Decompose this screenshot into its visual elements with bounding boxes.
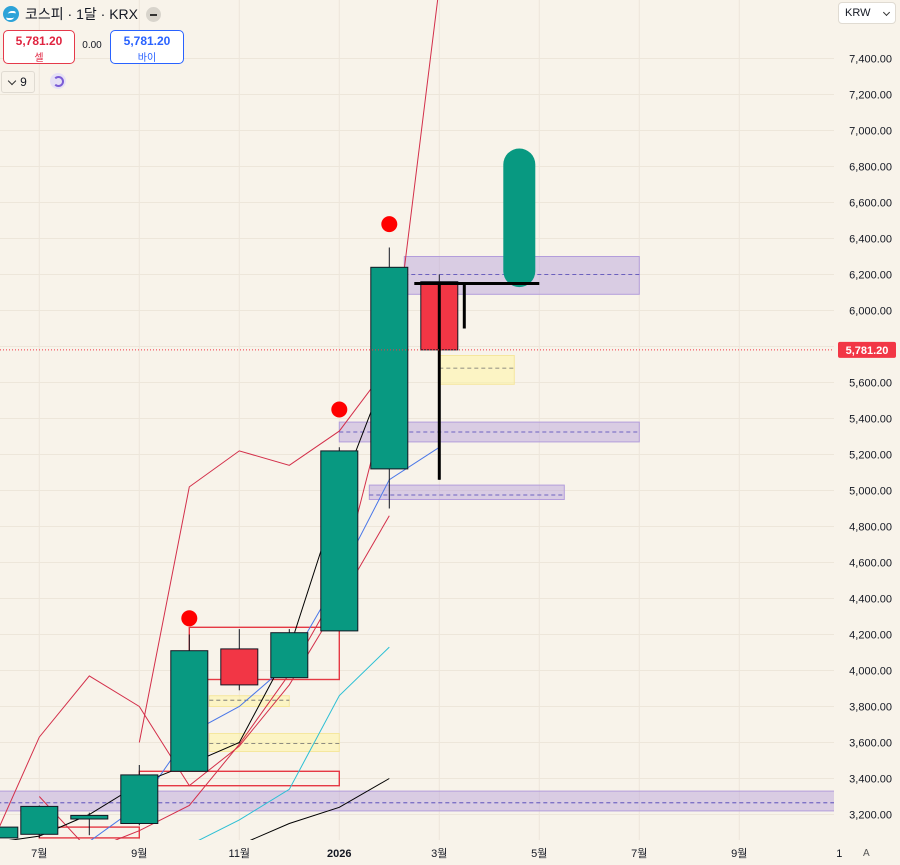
zone-box <box>208 695 290 708</box>
y-tick-label: 5,400.00 <box>849 414 892 426</box>
kospi-logo-icon <box>3 6 19 22</box>
signal-dot <box>181 610 198 627</box>
candle <box>120 765 159 826</box>
indicator-count: 9 <box>20 75 27 89</box>
candle-body <box>370 266 409 470</box>
y-tick-label: 5,200.00 <box>849 450 892 462</box>
y-tick-label: 6,000.00 <box>849 306 892 318</box>
y-tick-label: 6,800.00 <box>849 162 892 174</box>
y-tick-label: 4,400.00 <box>849 594 892 606</box>
x-tick-label: 2026 <box>327 848 351 860</box>
x-tick-label: 1 <box>836 848 842 860</box>
zone-box <box>208 733 340 752</box>
spread-value: 0.00 <box>82 40 102 51</box>
order-block-box <box>188 626 341 681</box>
current-price-label: 5,781.20 <box>846 345 889 357</box>
x-tick-label: 9월 <box>731 847 747 860</box>
y-tick-label: 4,200.00 <box>849 630 892 642</box>
candle <box>0 826 19 839</box>
y-tick-label: 3,800.00 <box>849 702 892 714</box>
projection-pill <box>503 148 536 288</box>
candle-body <box>0 826 19 839</box>
sell-button[interactable]: 5,781.20 셀 <box>3 30 75 64</box>
candle-body <box>120 774 159 825</box>
signal-dot <box>381 216 398 233</box>
y-tick-label: 6,400.00 <box>849 234 892 246</box>
zone-box <box>368 484 565 501</box>
y-axis: 3,200.00 3,400.00 3,600.00 3,800.00 4,000.00… <box>834 0 900 865</box>
x-tick-label: 7월 <box>31 847 47 860</box>
y-tick-label: 3,200.00 <box>849 810 892 822</box>
y-tick-label: 7,400.00 <box>849 54 892 66</box>
y-tick-label: 3,600.00 <box>849 738 892 750</box>
indicator-line <box>90 446 440 840</box>
currency-select[interactable]: KRW <box>838 2 896 24</box>
grid <box>0 0 840 840</box>
y-tick-label: 7,200.00 <box>849 90 892 102</box>
y-tick-label: 6,600.00 <box>849 198 892 210</box>
candle <box>320 447 359 632</box>
y-tick-label: 6,200.00 <box>849 270 892 282</box>
candle-body <box>270 632 309 679</box>
y-tick-label: 4,000.00 <box>849 666 892 678</box>
y-tick-label: 5,000.00 <box>849 486 892 498</box>
candle <box>220 629 259 691</box>
indicator-line <box>249 778 390 840</box>
buy-price: 5,781.20 <box>123 34 171 48</box>
chevron-down-icon <box>882 8 891 16</box>
buy-label: 바이 <box>137 53 157 64</box>
candle-body <box>20 805 59 835</box>
y-tick-label: 4,800.00 <box>849 522 892 534</box>
symbol-title: 코스피 · 1달 · KRX <box>25 6 138 22</box>
candle <box>170 634 209 772</box>
y-tick-label: 3,400.00 <box>849 774 892 786</box>
y-tick-label: 7,000.00 <box>849 126 892 138</box>
candle <box>20 805 59 838</box>
candle-body <box>320 450 359 632</box>
sell-price: 5,781.20 <box>15 34 63 48</box>
sell-label: 셀 <box>34 53 44 64</box>
indicators-toggle-button[interactable]: 9 <box>1 71 35 93</box>
y-tick-label: 4,600.00 <box>849 558 892 570</box>
indicator-line <box>198 646 390 840</box>
currency-label: KRW <box>845 7 871 19</box>
reload-icon[interactable] <box>50 73 66 89</box>
current-price-badge <box>838 341 896 358</box>
candle <box>70 812 109 836</box>
collapse-icon[interactable] <box>145 6 161 22</box>
x-tick-label: 3월 <box>431 847 447 860</box>
zone-box <box>438 355 515 385</box>
x-tick-label: 11월 <box>229 847 251 860</box>
auto-scale-button[interactable]: A <box>863 848 870 859</box>
signal-dot <box>331 401 348 418</box>
indicator-line <box>138 364 390 743</box>
buy-button[interactable]: 5,781.20 바이 <box>110 30 184 64</box>
candle-body <box>220 648 259 686</box>
candle <box>270 629 309 679</box>
x-tick-label: 7월 <box>631 847 647 860</box>
x-tick-label: 9월 <box>131 847 147 860</box>
candle-body <box>70 814 109 820</box>
x-axis: 7월 9월 11월 2026 3월 5월 7월 9월 1 <box>31 847 842 860</box>
x-tick-label: 5월 <box>531 847 547 860</box>
candle <box>370 247 409 509</box>
candle-body <box>170 650 209 772</box>
chevron-down-icon <box>7 76 17 85</box>
symbol-header[interactable]: 코스피 · 1달 · KRX <box>0 0 161 28</box>
zone-box <box>0 790 834 812</box>
y-tick-label: 5,600.00 <box>849 378 892 390</box>
